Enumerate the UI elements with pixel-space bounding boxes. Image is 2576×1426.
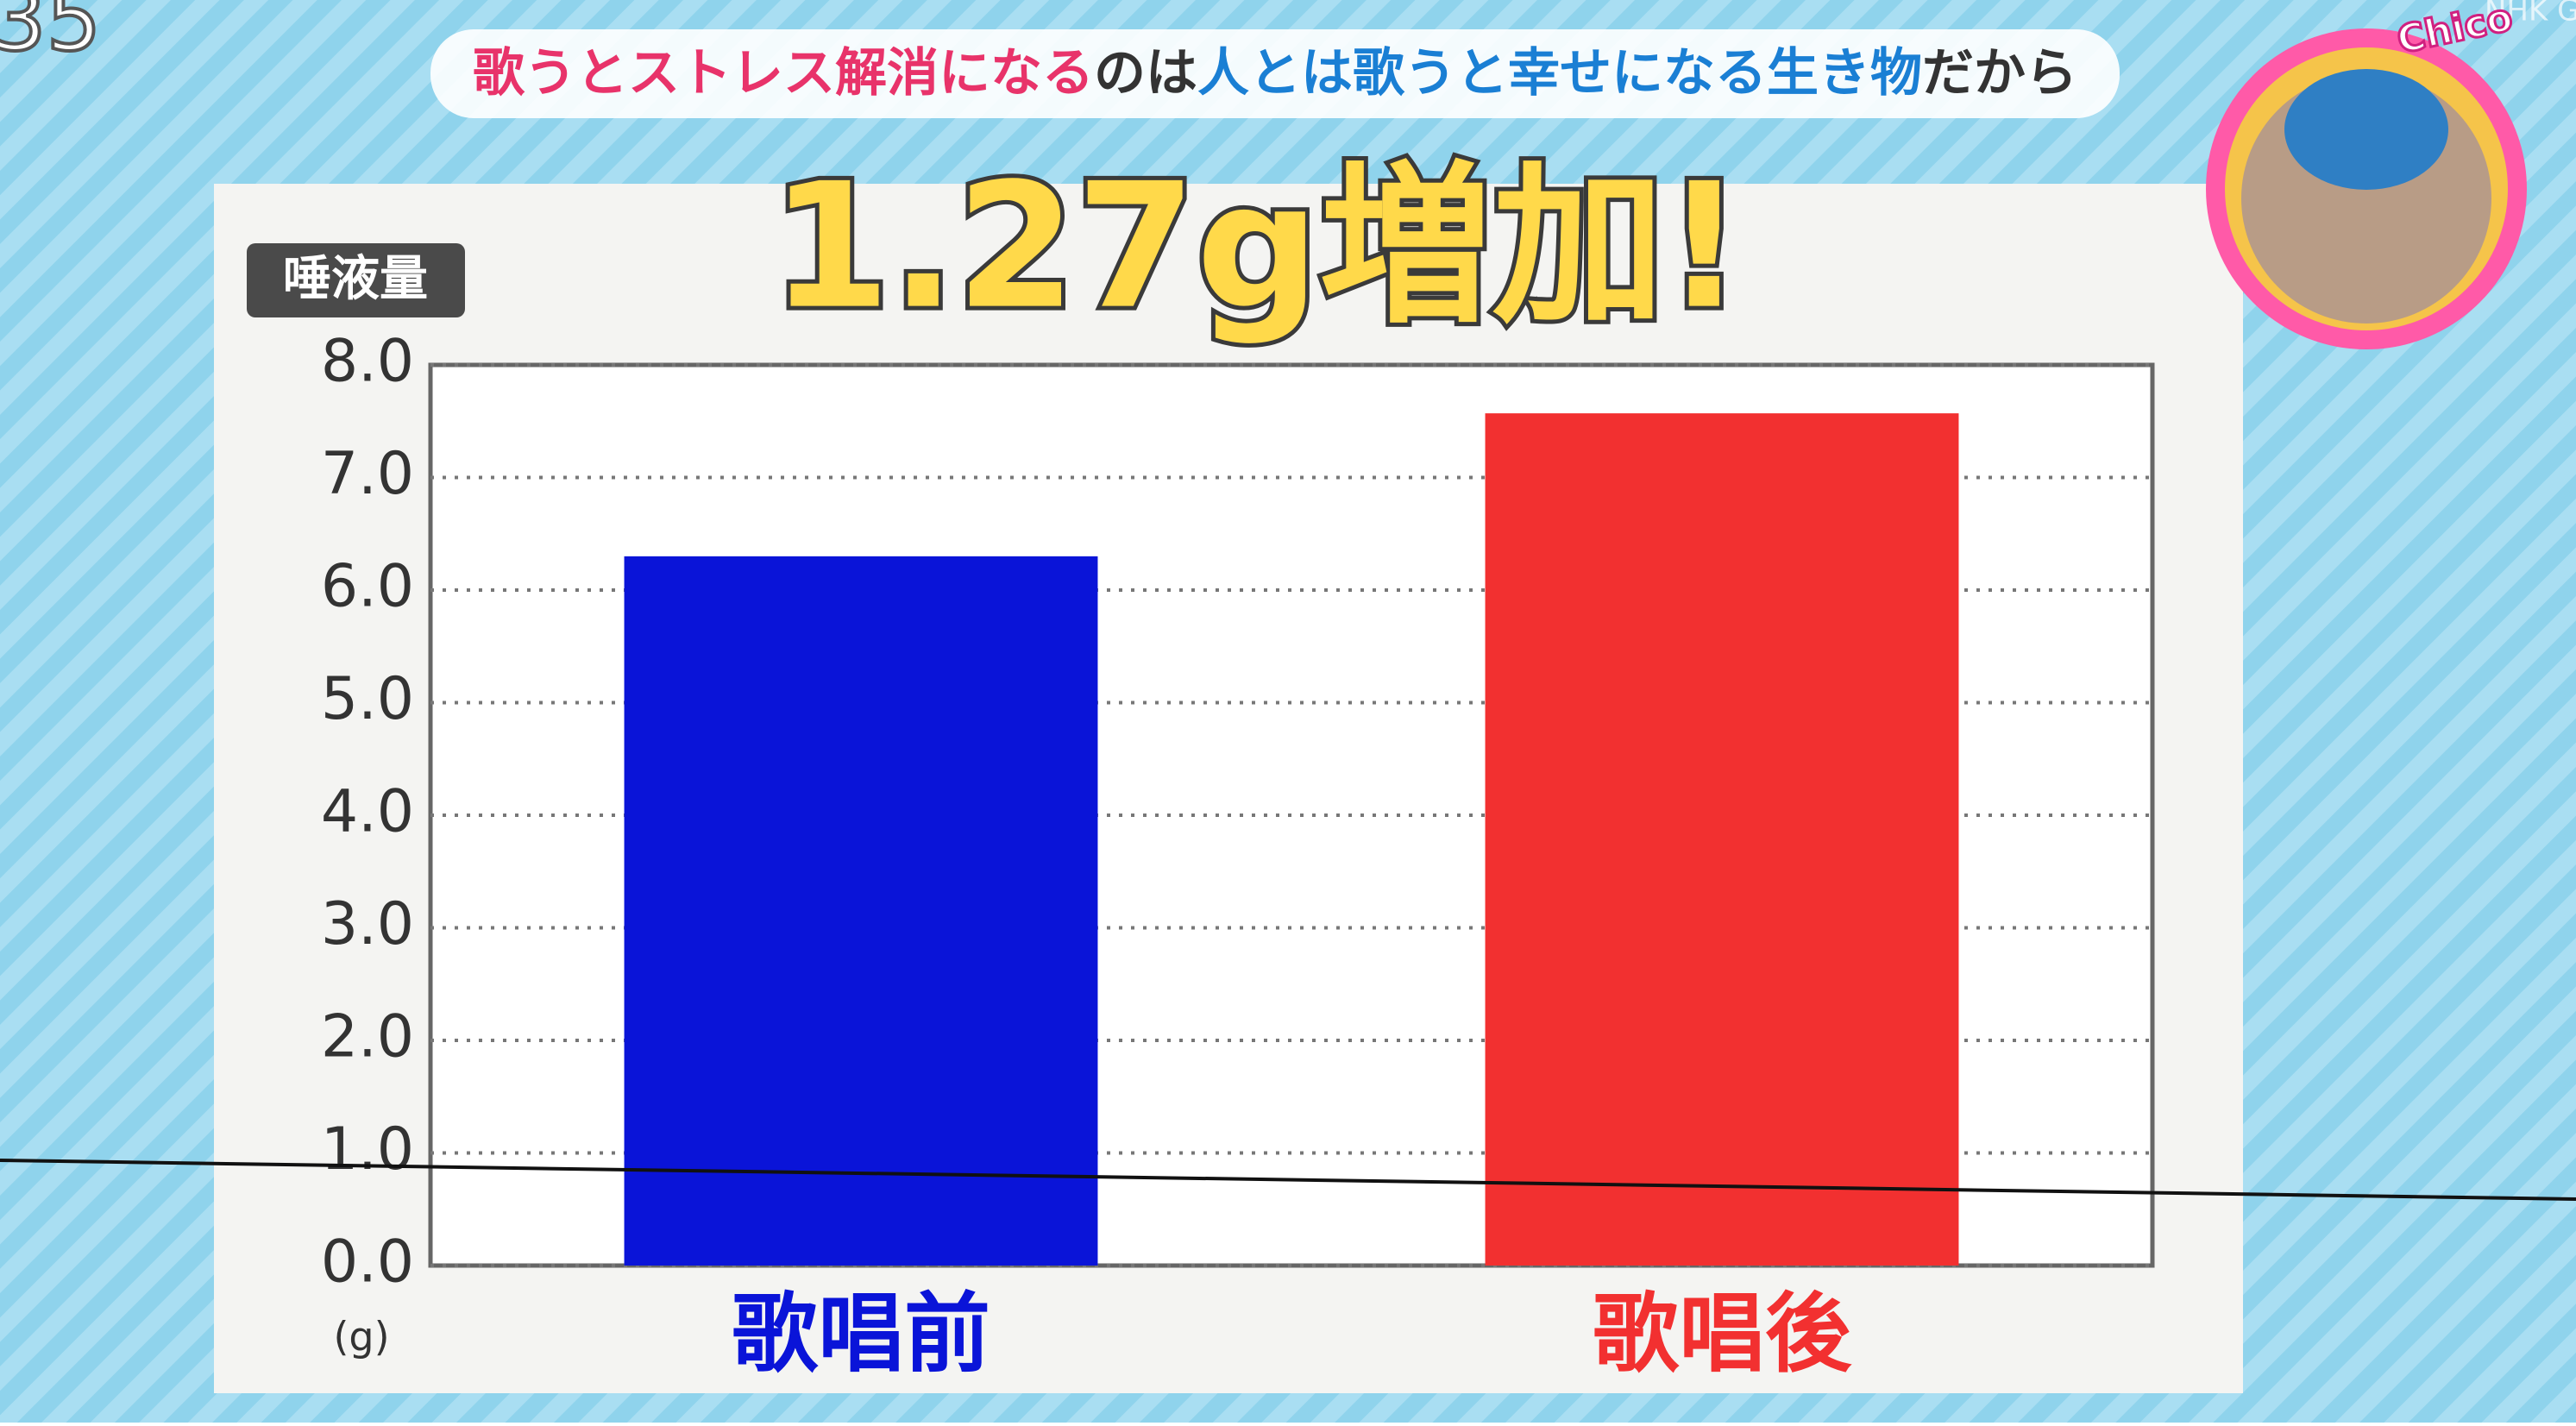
y-axis-label: 唾液量 <box>283 251 428 307</box>
y-tick-label: 0.0 <box>321 1228 414 1297</box>
banner-segment: 歌うとストレス解消になる <box>473 43 1094 104</box>
y-tick-label: 6.0 <box>321 553 414 621</box>
watermark: NHK G <box>2485 0 2576 28</box>
bar <box>1485 413 1959 1266</box>
bar <box>624 556 1098 1266</box>
banner-segment: だから <box>1922 43 2077 104</box>
y-tick-label: 4.0 <box>321 778 414 846</box>
channel-number: 35 <box>0 0 101 70</box>
y-tick-label: 2.0 <box>321 1003 414 1071</box>
x-tick-label: 歌唱後 <box>1593 1283 1852 1384</box>
chart-title: 1.27g増加! <box>770 147 1744 348</box>
y-unit: (g) <box>333 1314 389 1360</box>
portrait-hat <box>2284 69 2448 190</box>
banner-segment: 人とは歌うと幸せになる生き物 <box>1197 43 1922 104</box>
y-tick-label: 1.0 <box>321 1115 414 1184</box>
y-tick-label: 7.0 <box>321 440 414 508</box>
y-tick-label: 3.0 <box>321 890 414 958</box>
y-label-box <box>247 243 465 317</box>
y-tick-label: 8.0 <box>321 328 414 396</box>
y-tick-label: 5.0 <box>321 665 414 733</box>
banner-box <box>430 29 2120 118</box>
plot: 0.0 1.0 2.0 3.0 4.0 5.0 6.0 7.0 8.0 歌唱前 歌唱後 <box>321 328 2152 1384</box>
banner: 歌うとストレス解消になるのは人とは歌うと幸せになる生き物だから <box>473 43 2077 104</box>
screen-artifact-line <box>0 1159 2576 1201</box>
x-tick-label: 歌唱前 <box>732 1283 990 1384</box>
banner-segment: のは <box>1094 43 1197 104</box>
